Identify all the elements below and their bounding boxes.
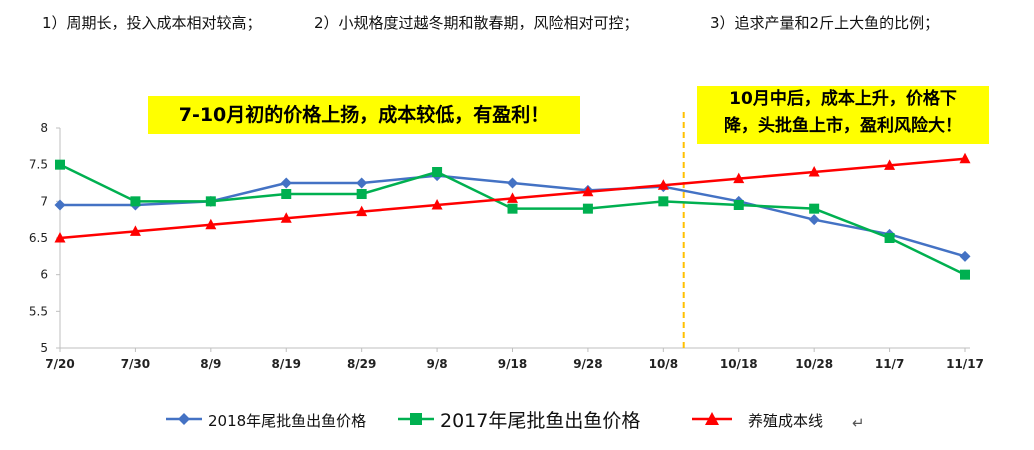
chart-axes: 5 5.5 6 6.5 7 7.5 8 7/20 7/30 8/9 8/19 8/29 9/8 9/18 9… <box>29 121 984 371</box>
x-tick-label: 10/18 <box>720 357 758 371</box>
point-2017 <box>507 203 518 214</box>
point-cost <box>959 152 971 164</box>
point-2017 <box>281 189 292 199</box>
point-cost <box>582 185 594 197</box>
x-tick-label: 7/30 <box>121 357 150 371</box>
point-cost <box>129 225 141 236</box>
point-2017 <box>658 196 669 207</box>
legend-marker-2017 <box>398 413 434 425</box>
y-tick-label: 5 <box>40 341 48 355</box>
legend-label-2018: 2018年尾批鱼出鱼价格 <box>208 412 367 430</box>
point-2017 <box>809 203 820 214</box>
point-2017 <box>884 233 895 243</box>
point-2017 <box>432 167 443 177</box>
point-cost <box>657 179 669 190</box>
point-cost <box>733 172 745 184</box>
point-2018 <box>280 177 292 189</box>
point-cost <box>431 199 443 210</box>
return-mark: ↵ <box>852 414 865 432</box>
point-cost <box>205 218 217 230</box>
x-tick-label: 11/17 <box>946 357 984 371</box>
point-cost <box>884 159 896 170</box>
series-layer <box>54 152 971 280</box>
point-cost <box>808 166 820 177</box>
callout-risk-line1: 10月中后，成本上升，价格下 <box>729 89 957 109</box>
point-2018 <box>54 199 66 211</box>
point-2017 <box>130 196 141 207</box>
x-tick-label: 7/20 <box>45 357 74 371</box>
x-tick-label: 9/18 <box>498 357 527 371</box>
y-tick-label: 5.5 <box>29 304 48 318</box>
callout-risk-line2: 降，头批鱼上市，盈利风险大！ <box>724 116 962 136</box>
point-2018 <box>808 214 820 226</box>
x-tick-label: 10/8 <box>649 357 678 371</box>
x-tick-label: 8/9 <box>200 357 221 371</box>
note-3: 3）追求产量和2斤上大鱼的比例； <box>710 14 940 32</box>
legend-marker-cost <box>692 412 732 425</box>
x-tick-label: 11/7 <box>875 357 904 371</box>
note-2: 2）小规格度过越冬期和散春期，风险相对可控； <box>314 14 639 32</box>
y-tick-label: 6.5 <box>29 231 48 245</box>
header-notes: 1）周期长，投入成本相对较高； 2）小规格度过越冬期和散春期，风险相对可控； 3… <box>42 12 1032 52</box>
y-tick-label: 6 <box>40 268 48 282</box>
point-2018 <box>356 177 368 189</box>
point-2017 <box>205 196 216 207</box>
legend-label-2017: 2017年尾批鱼出鱼价格 <box>440 410 641 432</box>
point-2017 <box>582 203 593 214</box>
y-tick-label: 7.5 <box>29 158 48 172</box>
point-cost <box>280 212 292 223</box>
x-tick-label: 9/28 <box>573 357 602 371</box>
callout-risk: 10月中后，成本上升，价格下 降，头批鱼上市，盈利风险大！ <box>697 86 989 144</box>
point-2017 <box>960 269 970 280</box>
point-2018 <box>959 250 971 262</box>
point-cost <box>54 232 66 243</box>
legend-label-cost: 养殖成本线 <box>748 412 824 430</box>
y-tick-label: 8 <box>40 121 48 135</box>
point-2017 <box>733 200 744 210</box>
point-cost <box>356 205 368 217</box>
x-tick-label: 8/29 <box>347 357 376 371</box>
x-tick-label: 8/19 <box>272 357 301 371</box>
y-tick-label: 7 <box>40 194 48 208</box>
callout-profit: 7-10月初的价格上扬，成本较低，有盈利！ <box>148 96 580 134</box>
point-cost <box>507 192 518 203</box>
point-2017 <box>356 189 367 199</box>
legend-marker-2018 <box>166 413 202 425</box>
note-1: 1）周期长，投入成本相对较高； <box>42 14 262 32</box>
point-2018 <box>507 177 518 189</box>
x-tick-label: 9/8 <box>427 357 448 371</box>
x-tick-label: 10/28 <box>795 357 833 371</box>
point-2017 <box>55 159 65 170</box>
